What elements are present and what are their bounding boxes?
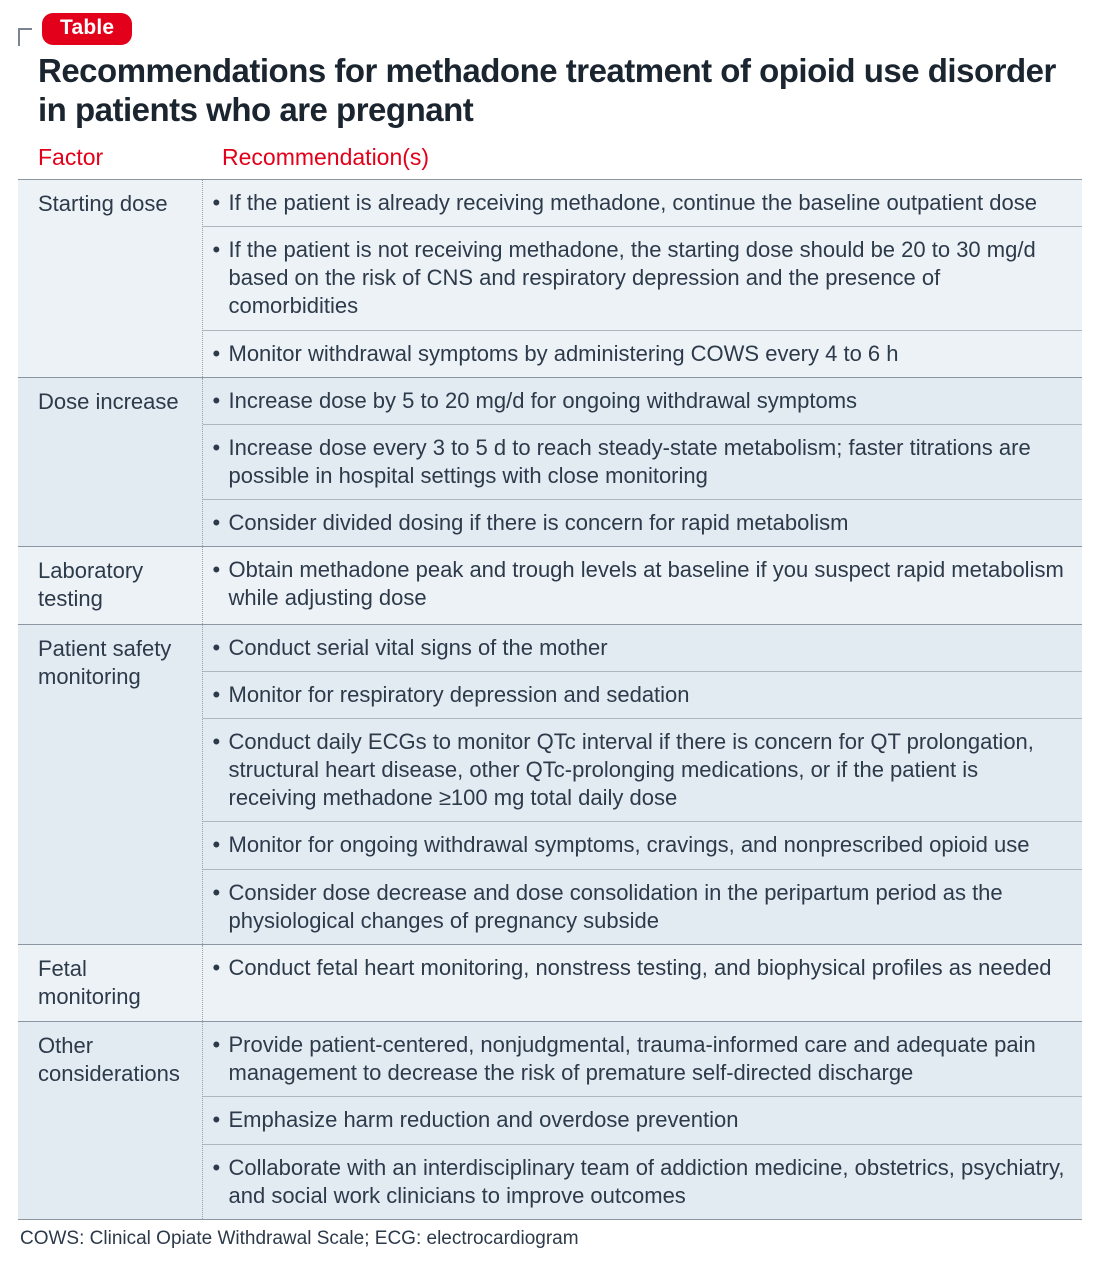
bullet-icon: • (213, 1154, 223, 1210)
bullet-icon: • (213, 1106, 223, 1134)
recommendation-text: Collaborate with an interdisciplinary te… (223, 1154, 1067, 1210)
bullet-icon: • (213, 634, 223, 662)
factor-cell: Starting dose (18, 179, 202, 377)
bullet-icon: • (213, 189, 223, 217)
recommendation-text: If the patient is already receiving meth… (223, 189, 1067, 217)
recommendation-item: •Obtain methadone peak and trough levels… (203, 547, 1083, 621)
recommendation-item: •Conduct fetal heart monitoring, nonstre… (203, 945, 1083, 991)
bullet-icon: • (213, 954, 223, 982)
recommendation-item: •If the patient is already receiving met… (203, 180, 1083, 227)
col-header-factor: Factor (18, 140, 202, 180)
recommendation-item: •Monitor for respiratory depression and … (203, 672, 1083, 719)
recommendation-item: •Consider divided dosing if there is con… (203, 500, 1083, 546)
recommendation-text: Obtain methadone peak and trough levels … (223, 556, 1067, 612)
factor-cell: Dose increase (18, 377, 202, 547)
recommendation-text: If the patient is not receiving methadon… (223, 236, 1067, 320)
recommendation-text: Conduct serial vital signs of the mother (223, 634, 1067, 662)
bullet-icon: • (213, 681, 223, 709)
recommendation-cell: •Provide patient-centered, nonjudgmental… (202, 1022, 1082, 1220)
recommendation-item: •Increase dose every 3 to 5 d to reach s… (203, 425, 1083, 500)
bullet-icon: • (213, 1031, 223, 1087)
table-badge-rail: Table (18, 12, 1082, 46)
recommendation-item: •Emphasize harm reduction and overdose p… (203, 1097, 1083, 1144)
table-row: Starting dose•If the patient is already … (18, 179, 1082, 377)
bullet-icon: • (213, 434, 223, 490)
recommendation-item: •Consider dose decrease and dose consoli… (203, 870, 1083, 944)
factor-cell: Other considerations (18, 1022, 202, 1220)
table-row: Dose increase•Increase dose by 5 to 20 m… (18, 377, 1082, 547)
recommendation-item: •Collaborate with an interdisciplinary t… (203, 1145, 1083, 1219)
bullet-icon: • (213, 556, 223, 612)
bullet-icon: • (213, 879, 223, 935)
factor-cell: Fetal monitoring (18, 944, 202, 1021)
recommendations-table: Factor Recommendation(s) Starting dose•I… (18, 140, 1082, 1220)
recommendation-text: Increase dose by 5 to 20 mg/d for ongoin… (223, 387, 1067, 415)
recommendation-item: •Conduct daily ECGs to monitor QTc inter… (203, 719, 1083, 822)
recommendation-text: Monitor for respiratory depression and s… (223, 681, 1067, 709)
recommendation-text: Conduct fetal heart monitoring, nonstres… (223, 954, 1067, 982)
recommendation-item: •Provide patient-centered, nonjudgmental… (203, 1022, 1083, 1097)
recommendation-item: •Monitor for ongoing withdrawal symptoms… (203, 822, 1083, 869)
table-header-row: Factor Recommendation(s) (18, 140, 1082, 180)
factor-cell: Patient safety monitoring (18, 624, 202, 944)
factor-cell: Laboratory testing (18, 547, 202, 624)
recommendation-text: Conduct daily ECGs to monitor QTc interv… (223, 728, 1067, 812)
recommendation-item: •Conduct serial vital signs of the mothe… (203, 625, 1083, 672)
recommendation-text: Emphasize harm reduction and overdose pr… (223, 1106, 1067, 1134)
table-row: Laboratory testing•Obtain methadone peak… (18, 547, 1082, 624)
table-badge: Table (42, 13, 132, 45)
corner-rule-icon (18, 28, 32, 46)
recommendation-text: Consider dose decrease and dose consolid… (223, 879, 1067, 935)
bullet-icon: • (213, 387, 223, 415)
recommendation-text: Monitor for ongoing withdrawal symptoms,… (223, 831, 1067, 859)
recommendation-cell: •Obtain methadone peak and trough levels… (202, 547, 1082, 624)
recommendation-cell: •Conduct serial vital signs of the mothe… (202, 624, 1082, 944)
recommendation-cell: •If the patient is already receiving met… (202, 179, 1082, 377)
recommendation-text: Increase dose every 3 to 5 d to reach st… (223, 434, 1067, 490)
recommendation-text: Consider divided dosing if there is conc… (223, 509, 1067, 537)
recommendation-text: Monitor withdrawal symptoms by administe… (223, 340, 1067, 368)
recommendation-item: •If the patient is not receiving methado… (203, 227, 1083, 330)
recommendation-item: •Monitor withdrawal symptoms by administ… (203, 331, 1083, 377)
bullet-icon: • (213, 831, 223, 859)
table-row: Other considerations•Provide patient-cen… (18, 1022, 1082, 1220)
abbreviations-footnote: COWS: Clinical Opiate Withdrawal Scale; … (18, 1220, 1082, 1252)
bullet-icon: • (213, 236, 223, 320)
title-block: Recommendations for methadone treatment … (18, 52, 1082, 130)
bullet-icon: • (213, 340, 223, 368)
table-row: Patient safety monitoring•Conduct serial… (18, 624, 1082, 944)
page-title: Recommendations for methadone treatment … (38, 52, 1082, 130)
bullet-icon: • (213, 509, 223, 537)
bullet-icon: • (213, 728, 223, 812)
recommendation-cell: •Increase dose by 5 to 20 mg/d for ongoi… (202, 377, 1082, 547)
recommendation-item: •Increase dose by 5 to 20 mg/d for ongoi… (203, 378, 1083, 425)
recommendation-text: Provide patient-centered, nonjudgmental,… (223, 1031, 1067, 1087)
col-header-recommendation: Recommendation(s) (202, 140, 1082, 180)
recommendation-cell: •Conduct fetal heart monitoring, nonstre… (202, 944, 1082, 1021)
table-row: Fetal monitoring•Conduct fetal heart mon… (18, 944, 1082, 1021)
table-body: Starting dose•If the patient is already … (18, 179, 1082, 1219)
